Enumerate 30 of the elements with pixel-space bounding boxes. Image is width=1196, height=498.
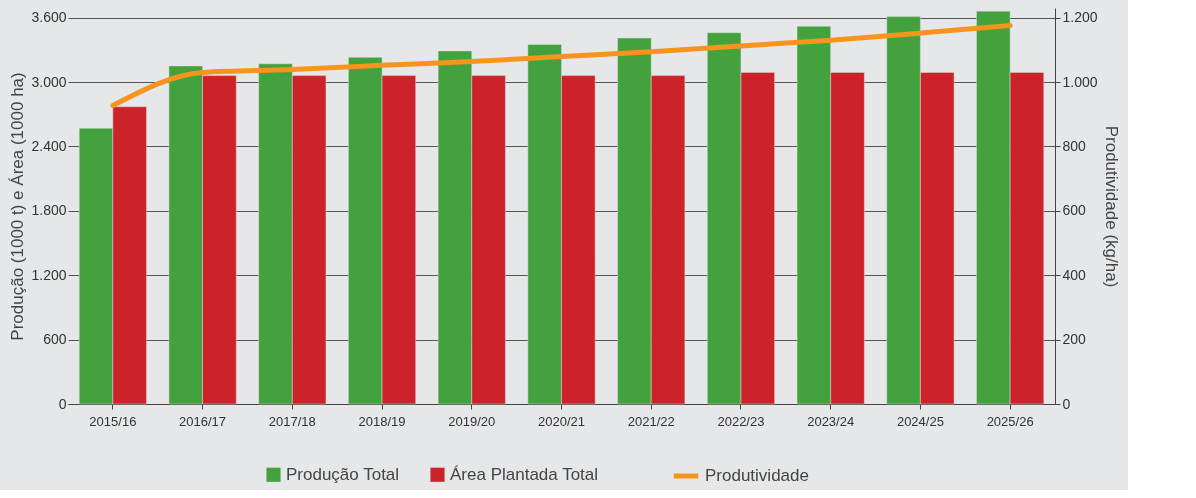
- y2-tick-label: 1.200: [1062, 9, 1098, 26]
- legend-label: Área Plantada Total: [450, 464, 599, 484]
- y-tick-label: 2.400: [31, 137, 67, 154]
- legend-label: Produção Total: [286, 464, 400, 484]
- y-tick-label: 3.600: [31, 9, 67, 26]
- y-tick-label: 3.000: [31, 73, 67, 90]
- y2-tick-label: 0: [1062, 395, 1071, 412]
- y2-tick-label: 1.000: [1062, 73, 1098, 90]
- y-tick-label: 1.200: [31, 266, 67, 283]
- x-tick-label: 2020/21: [538, 413, 585, 429]
- y2-tick-label: 400: [1062, 266, 1087, 283]
- y-tick-label: 0: [58, 395, 67, 412]
- y-tick-label: 1.800: [31, 202, 67, 219]
- y2-axis-title: Produtividade (kg/ha): [1101, 125, 1121, 288]
- y2-tick-label: 200: [1062, 331, 1087, 348]
- x-tick-label: 2016/17: [179, 413, 227, 429]
- x-tick-label: 2022/23: [717, 413, 765, 429]
- x-tick-label: 2015/16: [89, 413, 137, 429]
- y-axis-title: Produção (1000 t) e Área (1000 ha): [8, 72, 28, 341]
- x-tick-label: 2021/22: [627, 413, 675, 429]
- y-tick-label: 600: [43, 331, 67, 348]
- x-tick-label: 2023/24: [807, 413, 855, 429]
- x-tick-label: 2018/19: [358, 413, 406, 429]
- legend-label: Produtividade: [705, 466, 809, 485]
- x-tick-label: 2017/18: [268, 413, 316, 429]
- x-tick-label: 2024/25: [896, 413, 944, 429]
- y2-tick-label: 800: [1062, 137, 1087, 154]
- x-tick-label: 2025/26: [986, 413, 1034, 429]
- x-tick-label: 2019/20: [448, 413, 496, 429]
- y2-tick-label: 600: [1062, 202, 1087, 219]
